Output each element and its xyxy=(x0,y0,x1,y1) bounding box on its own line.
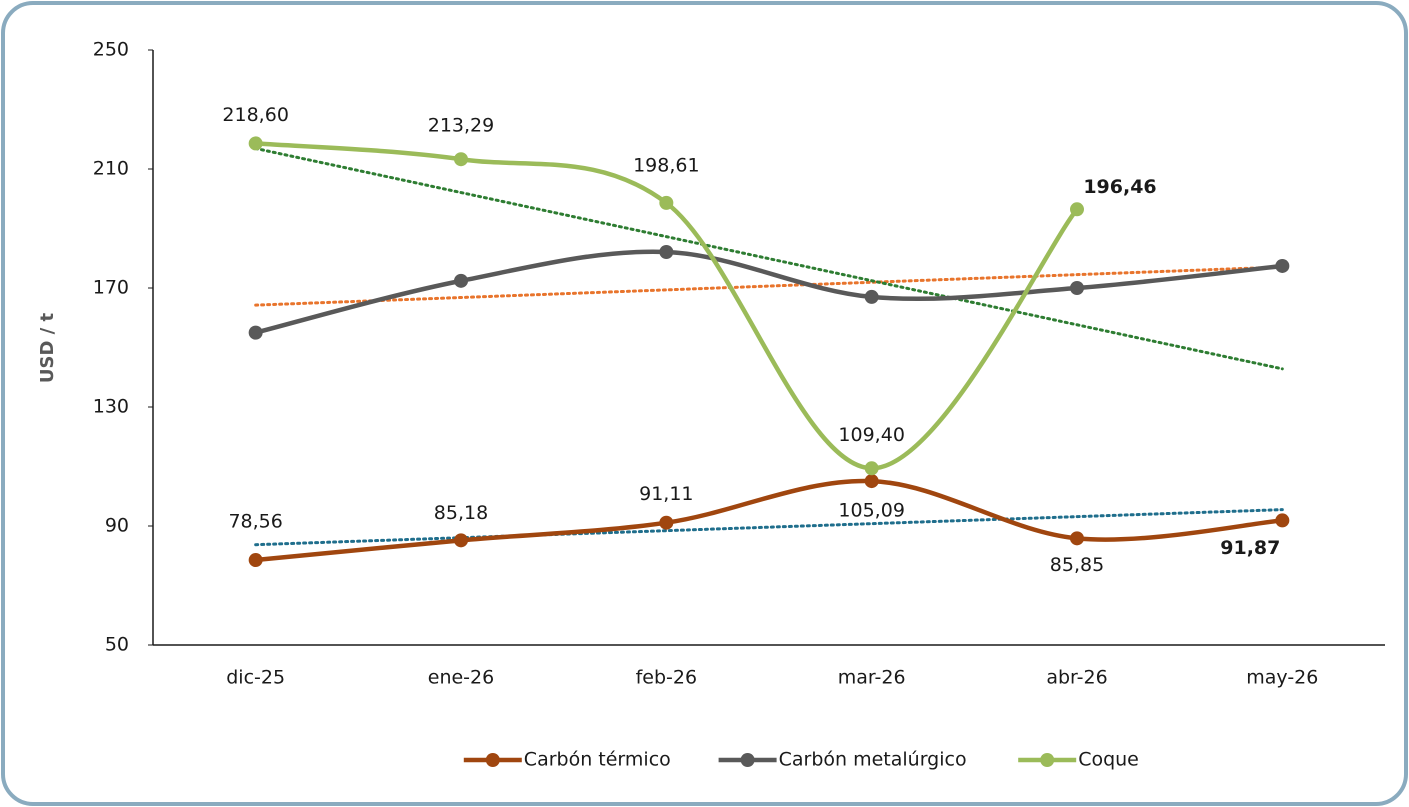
x-tick-label: dic-25 xyxy=(226,667,285,689)
marker xyxy=(1070,202,1084,217)
data-label: 198,61 xyxy=(633,154,699,176)
marker xyxy=(248,325,263,340)
data-label: 78,56 xyxy=(228,511,282,533)
legend-marker xyxy=(740,753,755,767)
data-label: 109,40 xyxy=(838,424,904,446)
marker xyxy=(659,515,674,530)
x-tick-label: ene-26 xyxy=(428,667,494,689)
marker xyxy=(864,474,879,489)
marker xyxy=(1275,258,1290,273)
y-tick-label: 250 xyxy=(93,39,129,61)
marker xyxy=(1070,531,1084,546)
y-axis-label: USD / t xyxy=(37,312,58,383)
legend-marker xyxy=(1040,753,1055,767)
x-tick-label: feb-26 xyxy=(636,667,697,689)
data-label: 196,46 xyxy=(1083,176,1156,198)
data-label: 213,29 xyxy=(428,115,494,137)
marker xyxy=(454,273,468,288)
trend-line xyxy=(254,508,1284,547)
legend-label: Carbón metalúrgico xyxy=(779,749,967,771)
y-tick-label: 130 xyxy=(93,396,129,418)
line xyxy=(255,141,1079,471)
legend-marker xyxy=(485,753,500,767)
legend-label: Carbón térmico xyxy=(524,749,671,771)
x-tick-label: may-26 xyxy=(1246,667,1318,689)
data-label: 105,09 xyxy=(838,500,904,522)
marker xyxy=(454,152,468,167)
legend-label: Coque xyxy=(1078,749,1139,771)
data-label: 85,18 xyxy=(434,502,488,524)
data-label: 91,87 xyxy=(1220,537,1280,559)
marker xyxy=(454,533,468,548)
data-label: 91,11 xyxy=(639,483,693,505)
x-tick-label: abr-26 xyxy=(1046,667,1107,689)
line xyxy=(255,478,1283,563)
marker xyxy=(248,136,263,151)
marker xyxy=(659,195,674,210)
marker xyxy=(864,461,879,476)
data-label: 218,60 xyxy=(222,104,288,126)
marker xyxy=(659,245,674,260)
y-tick-label: 170 xyxy=(93,277,129,299)
trend-line xyxy=(254,265,1284,307)
trend-line xyxy=(254,146,1284,371)
y-tick-label: 210 xyxy=(93,158,129,180)
x-tick-label: mar-26 xyxy=(838,667,906,689)
marker xyxy=(1070,281,1084,295)
data-label: 85,85 xyxy=(1050,554,1104,576)
line xyxy=(255,249,1283,335)
y-tick-label: 50 xyxy=(105,634,129,656)
marker xyxy=(248,553,263,568)
marker xyxy=(1275,513,1290,528)
marker xyxy=(864,289,879,304)
y-tick-label: 90 xyxy=(105,515,129,537)
